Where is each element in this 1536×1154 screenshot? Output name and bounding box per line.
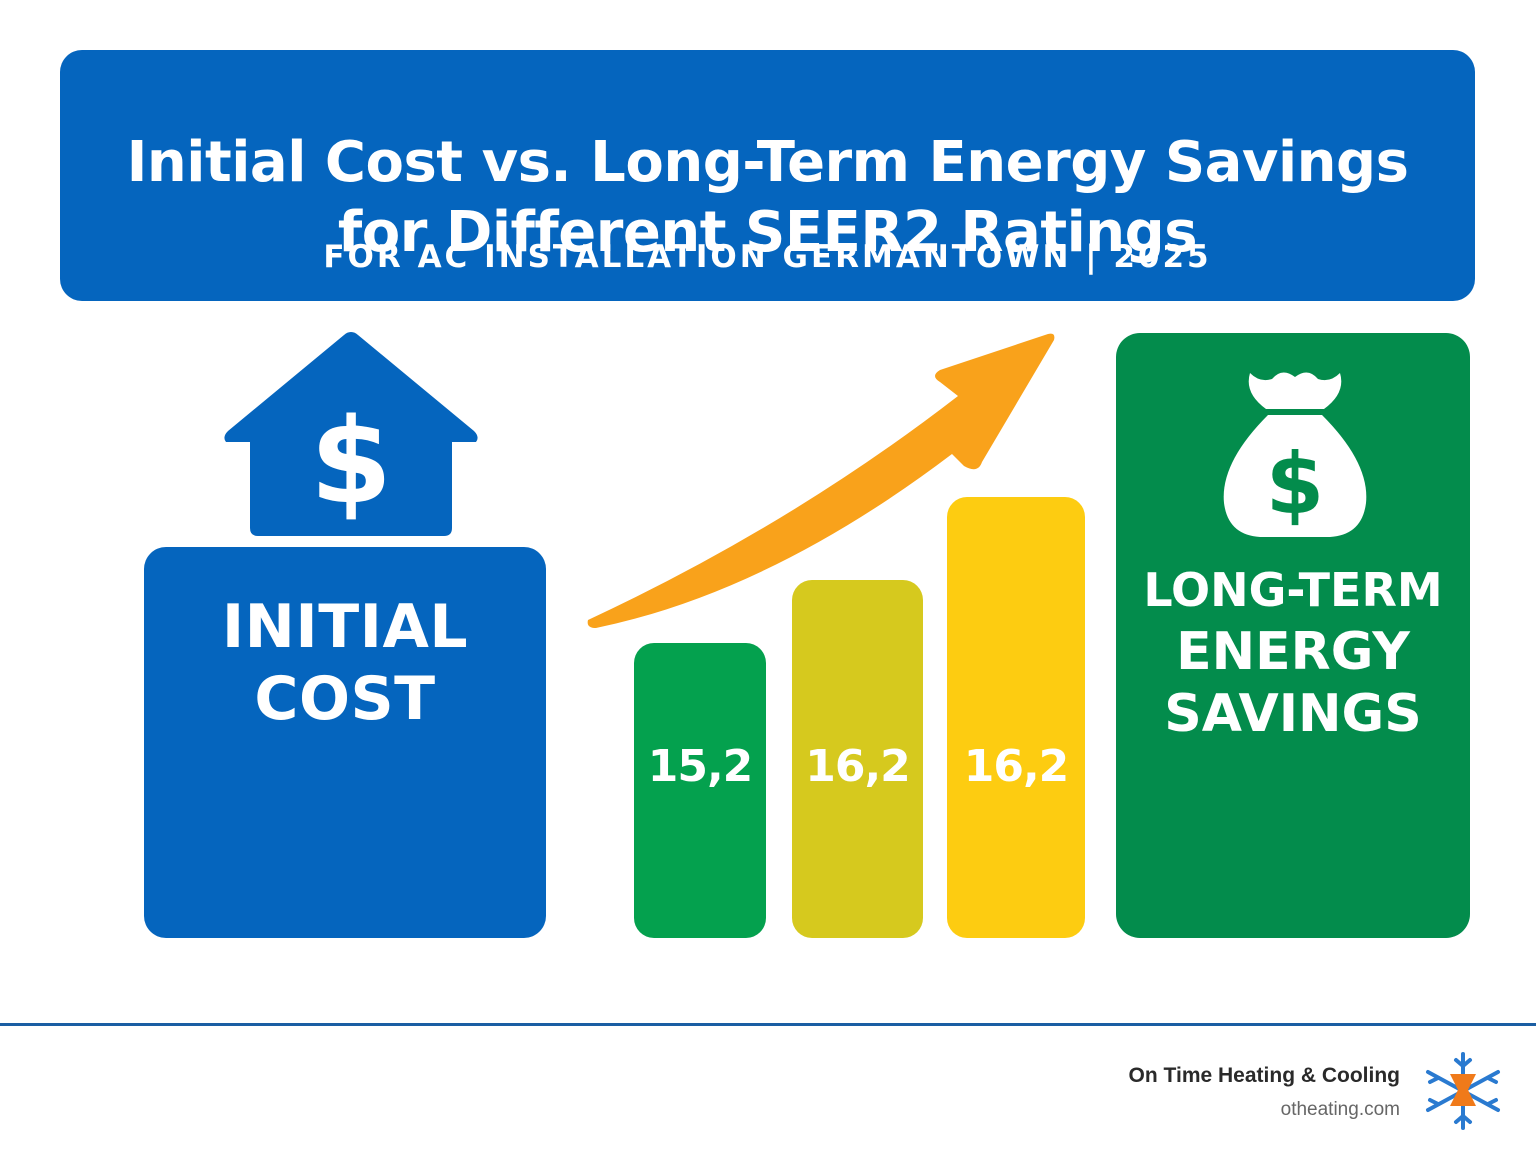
svg-text:$: $	[310, 392, 392, 530]
title-line-1: Initial Cost vs. Long-Term Energy Saving…	[126, 130, 1409, 195]
seer-bar-3-value: 16,2	[963, 741, 1070, 792]
seer-bar-2-value: 16,2	[805, 741, 911, 792]
svg-text:$: $	[1266, 435, 1324, 533]
page-subtitle: FOR AC INSTALLATION GERMANTOWN | 2025	[323, 239, 1212, 275]
long-term-savings-panel: $ LONG-TERM ENERGY SAVINGS	[1116, 333, 1470, 938]
upward-trend-arrow-icon	[587, 333, 1055, 628]
savings-label-line-2: ENERGY	[1176, 622, 1410, 682]
snowflake-flame-logo-icon	[1426, 1052, 1500, 1130]
initial-cost-label: INITIAL COST	[144, 591, 546, 735]
seer-bar-1	[634, 643, 766, 938]
header-banner: Initial Cost vs. Long-Term Energy Saving…	[60, 50, 1475, 301]
house-dollar-icon: $	[224, 332, 478, 536]
footer-divider	[0, 1023, 1536, 1026]
initial-cost-label-line-1: INITIAL	[221, 592, 469, 662]
initial-cost-panel: INITIAL COST	[144, 547, 546, 938]
seer-bar-3	[947, 497, 1085, 938]
seer-bar-1-value: 15,2	[647, 741, 754, 792]
initial-cost-label-line-2: COST	[254, 664, 436, 734]
brand-url: otheating.com	[1280, 1099, 1400, 1120]
brand-name: On Time Heating & Cooling	[1128, 1064, 1400, 1087]
savings-label-line-3: SAVINGS	[1164, 684, 1422, 744]
title-line-2: for Different SEER2 Ratings	[337, 200, 1198, 265]
money-bag-icon: $	[1223, 372, 1367, 537]
long-term-savings-label: LONG-TERM ENERGY SAVINGS	[1116, 559, 1470, 745]
savings-label-line-1: LONG-TERM	[1143, 563, 1443, 617]
seer-bar-2	[792, 580, 923, 938]
